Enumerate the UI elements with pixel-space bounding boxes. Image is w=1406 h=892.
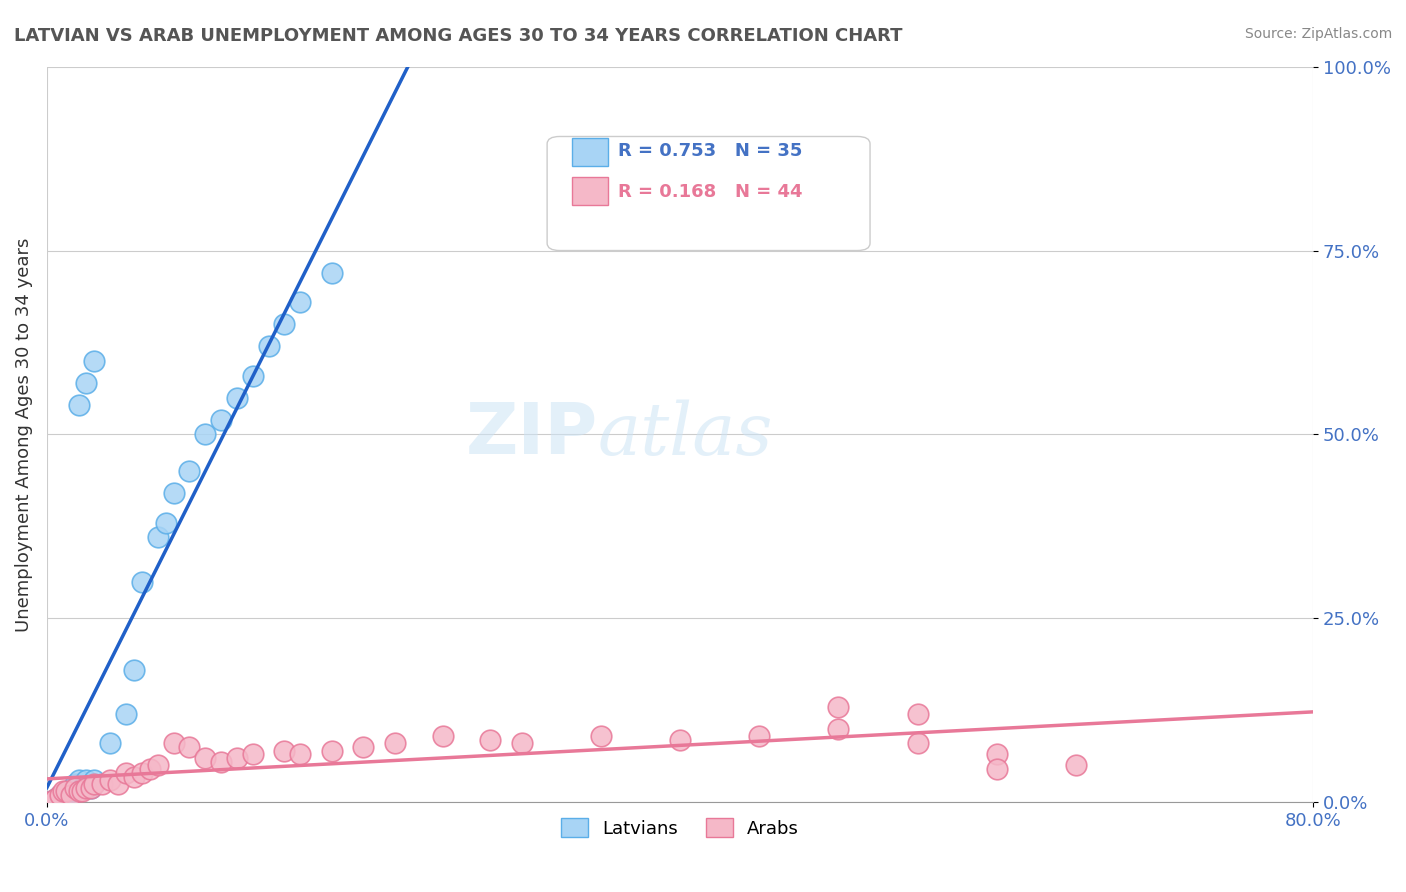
Point <box>242 368 264 383</box>
Point <box>35 795 58 809</box>
Y-axis label: Unemployment Among Ages 30 to 34 years: Unemployment Among Ages 30 to 34 years <box>15 237 32 632</box>
Point <box>146 530 169 544</box>
Point <box>179 740 201 755</box>
Point <box>115 706 138 721</box>
Point <box>122 770 145 784</box>
Point <box>62 780 84 795</box>
Point <box>321 266 343 280</box>
Point <box>827 699 849 714</box>
Point <box>98 773 121 788</box>
Point <box>80 780 103 795</box>
Point <box>353 740 375 755</box>
Point <box>80 780 103 795</box>
Point <box>589 729 612 743</box>
Point <box>59 788 82 802</box>
Point <box>827 722 849 736</box>
Point <box>83 777 105 791</box>
Point <box>44 791 66 805</box>
Point <box>52 788 75 802</box>
Point <box>65 777 87 791</box>
Point <box>98 736 121 750</box>
Point <box>55 788 77 802</box>
Point <box>986 747 1008 762</box>
Point <box>273 744 295 758</box>
Point <box>257 339 280 353</box>
Point <box>179 464 201 478</box>
Point <box>131 765 153 780</box>
Point <box>225 751 247 765</box>
Point <box>75 376 97 390</box>
Point <box>44 791 66 805</box>
Point <box>48 788 70 802</box>
Point <box>83 773 105 788</box>
Point <box>139 762 162 776</box>
Text: ZIP: ZIP <box>465 400 598 469</box>
Point <box>83 354 105 368</box>
Point <box>225 391 247 405</box>
Point <box>288 747 311 762</box>
Point <box>162 486 184 500</box>
Point <box>194 751 217 765</box>
Point <box>52 784 75 798</box>
Point <box>907 736 929 750</box>
Point <box>107 777 129 791</box>
Text: R = 0.753   N = 35: R = 0.753 N = 35 <box>619 142 803 161</box>
Point <box>122 663 145 677</box>
Point <box>242 747 264 762</box>
Text: atlas: atlas <box>598 399 773 470</box>
Text: LATVIAN VS ARAB UNEMPLOYMENT AMONG AGES 30 TO 34 YEARS CORRELATION CHART: LATVIAN VS ARAB UNEMPLOYMENT AMONG AGES … <box>14 27 903 45</box>
Point <box>67 784 90 798</box>
Point <box>479 732 502 747</box>
Point <box>70 780 93 795</box>
Point <box>91 777 114 791</box>
Point <box>67 773 90 788</box>
Point <box>907 706 929 721</box>
Point <box>1064 758 1087 772</box>
Point <box>748 729 770 743</box>
Point <box>432 729 454 743</box>
Point <box>56 784 79 798</box>
Point <box>59 788 82 802</box>
Point <box>194 427 217 442</box>
Point <box>155 516 177 530</box>
Point <box>384 736 406 750</box>
Point <box>273 317 295 331</box>
Point <box>48 788 70 802</box>
Point <box>162 736 184 750</box>
Point <box>209 755 232 769</box>
Point <box>131 574 153 589</box>
Point <box>209 413 232 427</box>
FancyBboxPatch shape <box>572 177 607 205</box>
Point <box>55 784 77 798</box>
Point <box>65 780 87 795</box>
Point <box>321 744 343 758</box>
Point <box>146 758 169 772</box>
Point <box>75 773 97 788</box>
Point <box>75 780 97 795</box>
Legend: Latvians, Arabs: Latvians, Arabs <box>554 811 806 845</box>
Point <box>115 765 138 780</box>
Point <box>35 795 58 809</box>
Point <box>288 295 311 310</box>
Point <box>60 784 83 798</box>
Point <box>67 398 90 412</box>
FancyBboxPatch shape <box>547 136 870 251</box>
Text: Source: ZipAtlas.com: Source: ZipAtlas.com <box>1244 27 1392 41</box>
Point <box>83 777 105 791</box>
Point <box>986 762 1008 776</box>
Point <box>510 736 533 750</box>
FancyBboxPatch shape <box>572 138 607 166</box>
Text: R = 0.168   N = 44: R = 0.168 N = 44 <box>619 183 803 201</box>
Point <box>669 732 692 747</box>
Point <box>70 784 93 798</box>
